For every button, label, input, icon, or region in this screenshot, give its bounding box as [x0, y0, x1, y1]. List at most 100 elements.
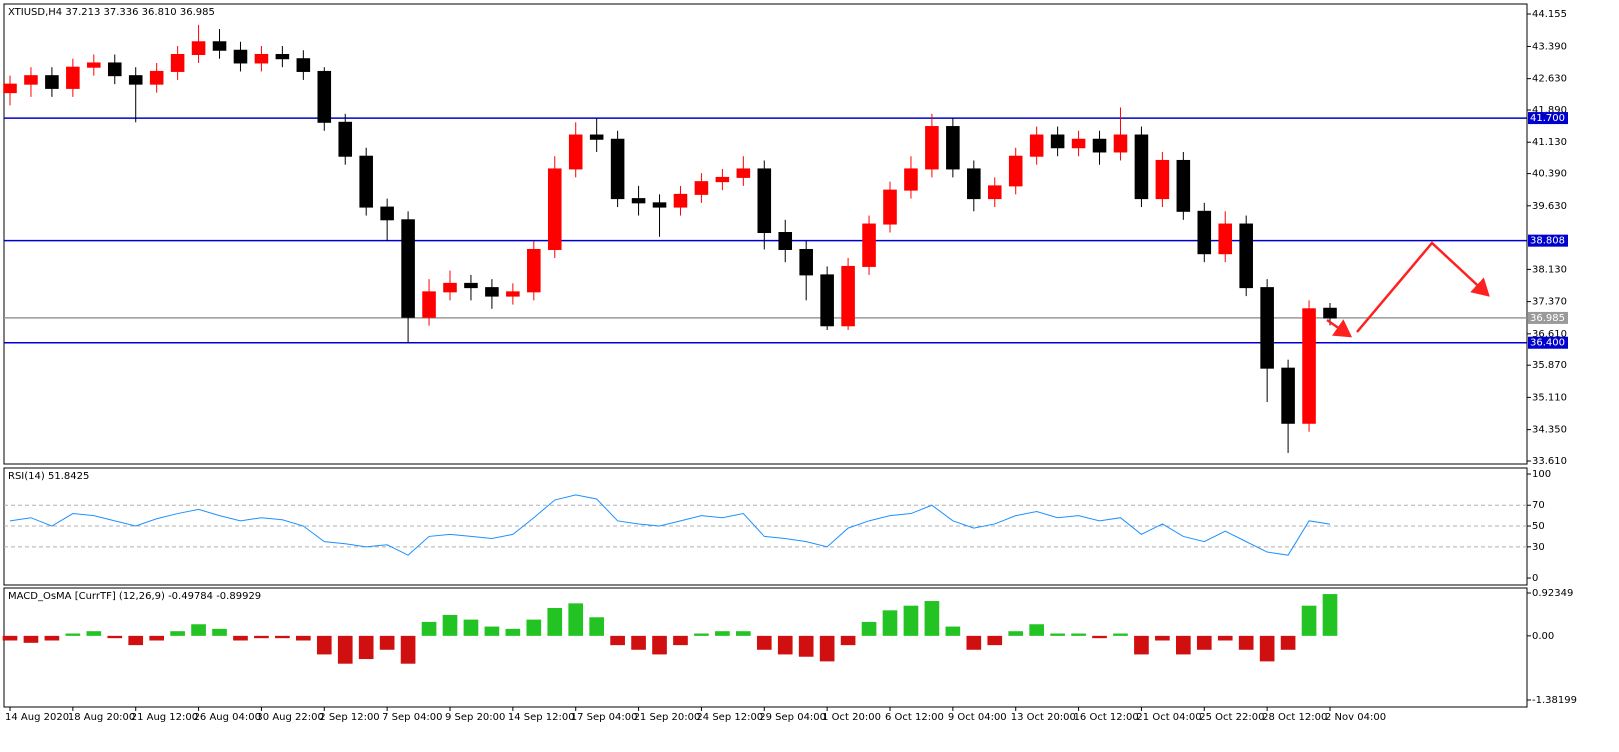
osma-bar: [987, 635, 1003, 646]
x-tick-label: 14 Aug 2020: [5, 712, 69, 723]
y-tick-label: 39.630: [1532, 201, 1567, 212]
x-tick-label: 26 Aug 04:00: [194, 712, 261, 723]
osma-bar: [86, 631, 102, 636]
osma-bar: [631, 635, 646, 650]
x-tick-label: 21 Aug 12:00: [131, 712, 198, 723]
osma-bar: [212, 628, 227, 636]
x-tick-label: 13 Oct 20:00: [1011, 712, 1076, 723]
x-tick-label: 2 Sep 12:00: [319, 712, 379, 723]
y-tick-label: 100: [1532, 469, 1551, 480]
panel-frame: [3, 587, 1528, 708]
candle-body: [568, 134, 583, 170]
candle-body: [1113, 134, 1128, 153]
x-tick-label: 9 Oct 04:00: [948, 712, 1007, 723]
osma-bar: [23, 635, 39, 643]
osma-bar: [421, 621, 437, 636]
candle-body: [1176, 159, 1191, 212]
y-tick-label: 36.610: [1532, 329, 1567, 340]
osma-bar: [966, 635, 982, 650]
candle-body: [296, 58, 311, 72]
candle-body: [799, 248, 813, 276]
osma-bar: [442, 614, 458, 636]
osma-bar: [1092, 635, 1107, 639]
osma-bar: [1113, 633, 1128, 636]
level-label-box: [1528, 234, 1568, 247]
candle-body: [652, 202, 667, 208]
candle-body: [1239, 223, 1253, 289]
osma-bar: [149, 635, 164, 641]
candle-body: [128, 75, 143, 85]
candle-body: [967, 168, 981, 200]
x-tick-label: 21 Oct 04:00: [1136, 712, 1201, 723]
osma-bar: [756, 635, 772, 650]
level-label: 38.808: [1530, 236, 1565, 247]
osma-bar: [652, 635, 667, 655]
panel-title: RSI(14) 51.8425: [8, 471, 89, 482]
y-tick-label: -1.38199: [1532, 695, 1577, 706]
candle-body: [925, 126, 939, 170]
candle-body: [170, 53, 185, 72]
y-tick-label: 0.92349: [1532, 588, 1573, 599]
osma-bar: [945, 626, 961, 636]
candle-body: [66, 66, 80, 89]
candle-body: [1008, 155, 1023, 187]
osma-bar: [316, 635, 332, 655]
x-tick-label: 7 Sep 04:00: [382, 712, 442, 723]
arrow: [1326, 318, 1353, 338]
candle-body: [24, 75, 38, 85]
osma-bar: [505, 628, 521, 636]
osma-bar: [275, 635, 290, 639]
osma-bar: [1280, 635, 1296, 650]
osma-bar: [673, 635, 688, 646]
osma-bar: [1301, 605, 1317, 636]
osma-bar: [526, 619, 542, 636]
y-tick-label: 70: [1532, 500, 1545, 511]
candle-body: [715, 176, 730, 183]
osma-bar: [589, 617, 604, 636]
osma-bar: [547, 608, 563, 636]
osma-bar: [484, 626, 500, 636]
y-tick-label: 40.390: [1532, 169, 1567, 180]
candle-body: [1092, 138, 1107, 153]
rsi-line: [9, 494, 1331, 556]
osma-bar: [337, 635, 353, 664]
level-label-box: [1528, 112, 1568, 125]
candle-body: [820, 274, 834, 327]
level-label: 36.400: [1530, 338, 1565, 349]
x-tick-label: 21 Sep 20:00: [634, 712, 701, 723]
candle-body: [1155, 159, 1170, 200]
x-tick-label: 9 Sep 20:00: [445, 712, 505, 723]
x-tick-label: 18 Aug 20:00: [68, 712, 135, 723]
osma-bar: [254, 635, 269, 639]
level-label-box: [1528, 336, 1568, 349]
osma-bar: [568, 603, 584, 636]
osma-bar: [2, 635, 18, 641]
candle-body: [233, 49, 248, 64]
y-tick-label: 0: [1532, 573, 1538, 584]
candle-body: [87, 62, 101, 68]
x-tick-label: 16 Oct 12:00: [1074, 712, 1139, 723]
osma-bar: [777, 635, 793, 655]
osma-bar: [736, 631, 751, 636]
candle-body: [841, 265, 855, 327]
candle-body: [443, 282, 457, 293]
candle-body: [149, 70, 164, 85]
candle-body: [631, 198, 646, 204]
y-tick-label: 38.130: [1532, 264, 1567, 275]
osma-bar: [44, 635, 60, 641]
osma-bar: [191, 624, 206, 636]
candle-body: [757, 168, 772, 234]
candle-body: [45, 75, 59, 89]
panel-frame: [3, 3, 1528, 465]
osma-bar: [463, 619, 479, 636]
osma-bar: [1322, 594, 1338, 636]
osma-bar: [861, 621, 877, 636]
osma-bar: [882, 610, 898, 636]
candle-body: [359, 155, 373, 208]
osma-bar: [1196, 635, 1212, 650]
osma-bar: [296, 635, 311, 641]
candle-body: [1050, 134, 1065, 149]
forecast-arrows: [1326, 241, 1490, 338]
panel-title: XTIUSD,H4 37.213 37.336 36.810 36.985: [8, 7, 215, 18]
